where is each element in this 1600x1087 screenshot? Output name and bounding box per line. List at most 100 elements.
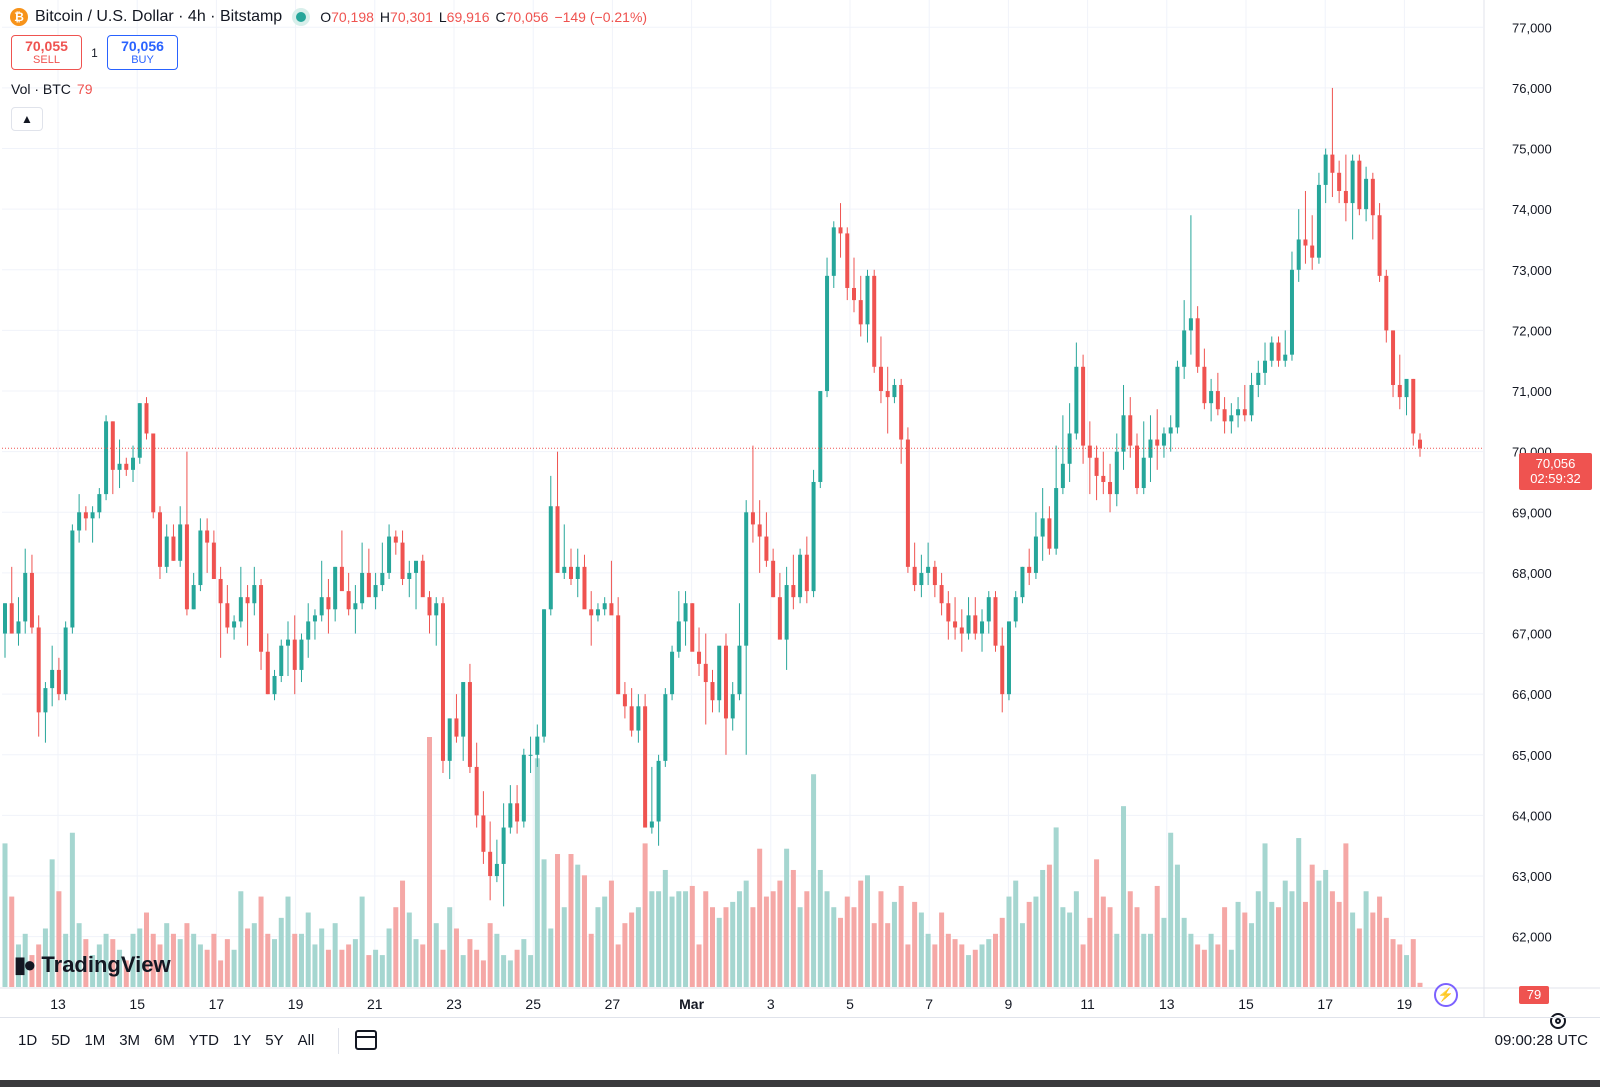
candle-body bbox=[710, 682, 715, 701]
candle-body bbox=[562, 566, 567, 573]
collapse-legend-button[interactable]: ▲ bbox=[11, 107, 43, 131]
volume-bar bbox=[447, 907, 453, 987]
volume-bar bbox=[1033, 896, 1039, 987]
volume-bar bbox=[1242, 912, 1248, 987]
candle-body bbox=[191, 585, 196, 610]
candle-body bbox=[454, 718, 459, 737]
market-status-icon bbox=[296, 12, 307, 22]
volume-bar bbox=[1282, 880, 1288, 987]
volume-bar bbox=[844, 896, 850, 987]
volume-bar bbox=[170, 933, 176, 987]
buy-label: BUY bbox=[131, 53, 154, 66]
buy-button[interactable]: 70,056 BUY bbox=[107, 35, 178, 70]
volume-bar bbox=[696, 944, 702, 987]
volume-bar bbox=[218, 960, 224, 987]
candle-body bbox=[750, 512, 755, 525]
candle-body bbox=[932, 566, 937, 586]
candle-body bbox=[609, 603, 614, 616]
sell-button[interactable]: 70,055 SELL bbox=[11, 35, 82, 70]
candle-body bbox=[892, 384, 897, 398]
candle-body bbox=[986, 597, 991, 622]
volume-bar bbox=[669, 896, 675, 987]
candle-body bbox=[272, 675, 277, 695]
candle-body bbox=[616, 615, 621, 695]
volume-bar bbox=[1006, 896, 1012, 987]
range-5y[interactable]: 5Y bbox=[265, 1032, 284, 1049]
x-tick-label: 17 bbox=[209, 996, 225, 1012]
volume-bar bbox=[986, 939, 992, 987]
volume-bar bbox=[1087, 917, 1093, 987]
volume-bar bbox=[716, 917, 722, 987]
candle-body bbox=[838, 227, 843, 234]
candle-body bbox=[144, 403, 149, 434]
candle-body bbox=[29, 572, 34, 628]
volume-bar bbox=[137, 928, 143, 987]
candle-body bbox=[717, 645, 722, 701]
range-1m[interactable]: 1M bbox=[84, 1032, 106, 1049]
candle-body bbox=[676, 621, 681, 652]
range-all[interactable]: All bbox=[297, 1032, 315, 1049]
volume-bar bbox=[265, 933, 271, 987]
range-6m[interactable]: 6M bbox=[154, 1032, 175, 1049]
candle-body bbox=[238, 597, 243, 622]
symbol-title[interactable]: Bitcoin / U.S. Dollar · 4h · Bitstamp bbox=[35, 8, 283, 25]
volume-bar bbox=[534, 758, 540, 987]
range-ytd[interactable]: YTD bbox=[188, 1032, 219, 1049]
volume-bar bbox=[1316, 880, 1322, 987]
volume-bar bbox=[69, 832, 75, 987]
x-tick-label: 9 bbox=[1005, 996, 1013, 1012]
tradingview-logo[interactable]: ▮● TradingView bbox=[14, 952, 171, 978]
lightning-icon[interactable]: ⚡ bbox=[1434, 983, 1458, 1007]
x-tick-label: 17 bbox=[1317, 996, 1333, 1012]
candle-body bbox=[1256, 372, 1261, 385]
candle-body bbox=[252, 585, 257, 604]
candle-body bbox=[414, 560, 419, 573]
candle-body bbox=[467, 682, 472, 767]
candle-body bbox=[542, 609, 547, 737]
x-tick-label: 5 bbox=[846, 996, 854, 1012]
x-tick-label: 13 bbox=[50, 996, 66, 1012]
y-tick-label: 63,000 bbox=[1512, 869, 1552, 884]
volume-bar bbox=[123, 960, 129, 987]
bitcoin-icon: ₿ bbox=[10, 8, 28, 26]
candle-body bbox=[1054, 488, 1059, 549]
candle-body bbox=[1269, 342, 1274, 361]
range-1d[interactable]: 1D bbox=[18, 1032, 38, 1049]
y-tick-label: 69,000 bbox=[1512, 505, 1552, 520]
volume-bar bbox=[177, 939, 183, 987]
volume-bar bbox=[150, 933, 156, 987]
volume-bar bbox=[366, 955, 372, 987]
volume-bar bbox=[555, 854, 561, 987]
volume-bar bbox=[63, 933, 69, 987]
volume-bar bbox=[561, 907, 567, 987]
x-tick-label: 7 bbox=[925, 996, 933, 1012]
y-tick-label: 75,000 bbox=[1512, 142, 1552, 157]
volume-bar bbox=[878, 891, 884, 987]
utc-clock[interactable]: 09:00:28 UTC bbox=[1494, 1032, 1588, 1049]
volume-bar bbox=[824, 891, 830, 987]
volume-bar bbox=[56, 891, 62, 987]
volume-bar bbox=[1249, 923, 1255, 987]
price-chart[interactable]: 62,000 63,000 64,000 65,000 66,000 67,000 68,0… bbox=[0, 0, 1600, 1017]
range-1y[interactable]: 1Y bbox=[232, 1032, 252, 1049]
candle-body bbox=[912, 566, 917, 586]
volume-bar bbox=[433, 923, 439, 987]
settings-icon[interactable] bbox=[1550, 1013, 1566, 1029]
sell-price: 70,055 bbox=[25, 37, 68, 54]
volume-bar bbox=[487, 923, 493, 987]
volume-legend[interactable]: Vol · BTC 79 bbox=[11, 81, 92, 97]
volume-bar bbox=[346, 944, 352, 987]
candle-body bbox=[818, 391, 823, 482]
range-3m[interactable]: 3M bbox=[119, 1032, 141, 1049]
candle-body bbox=[784, 585, 789, 640]
x-tick-label: 25 bbox=[525, 996, 541, 1012]
x-tick-label: 23 bbox=[446, 996, 462, 1012]
candle-body bbox=[1161, 433, 1166, 446]
candle-body bbox=[184, 524, 189, 610]
volume-bar bbox=[703, 891, 709, 987]
last-price-value: 70,056 bbox=[1535, 456, 1576, 471]
calendar-icon[interactable] bbox=[355, 1030, 377, 1050]
range-5d[interactable]: 5D bbox=[51, 1032, 71, 1049]
y-tick-label: 72,000 bbox=[1512, 323, 1552, 338]
candle-body bbox=[858, 300, 863, 325]
